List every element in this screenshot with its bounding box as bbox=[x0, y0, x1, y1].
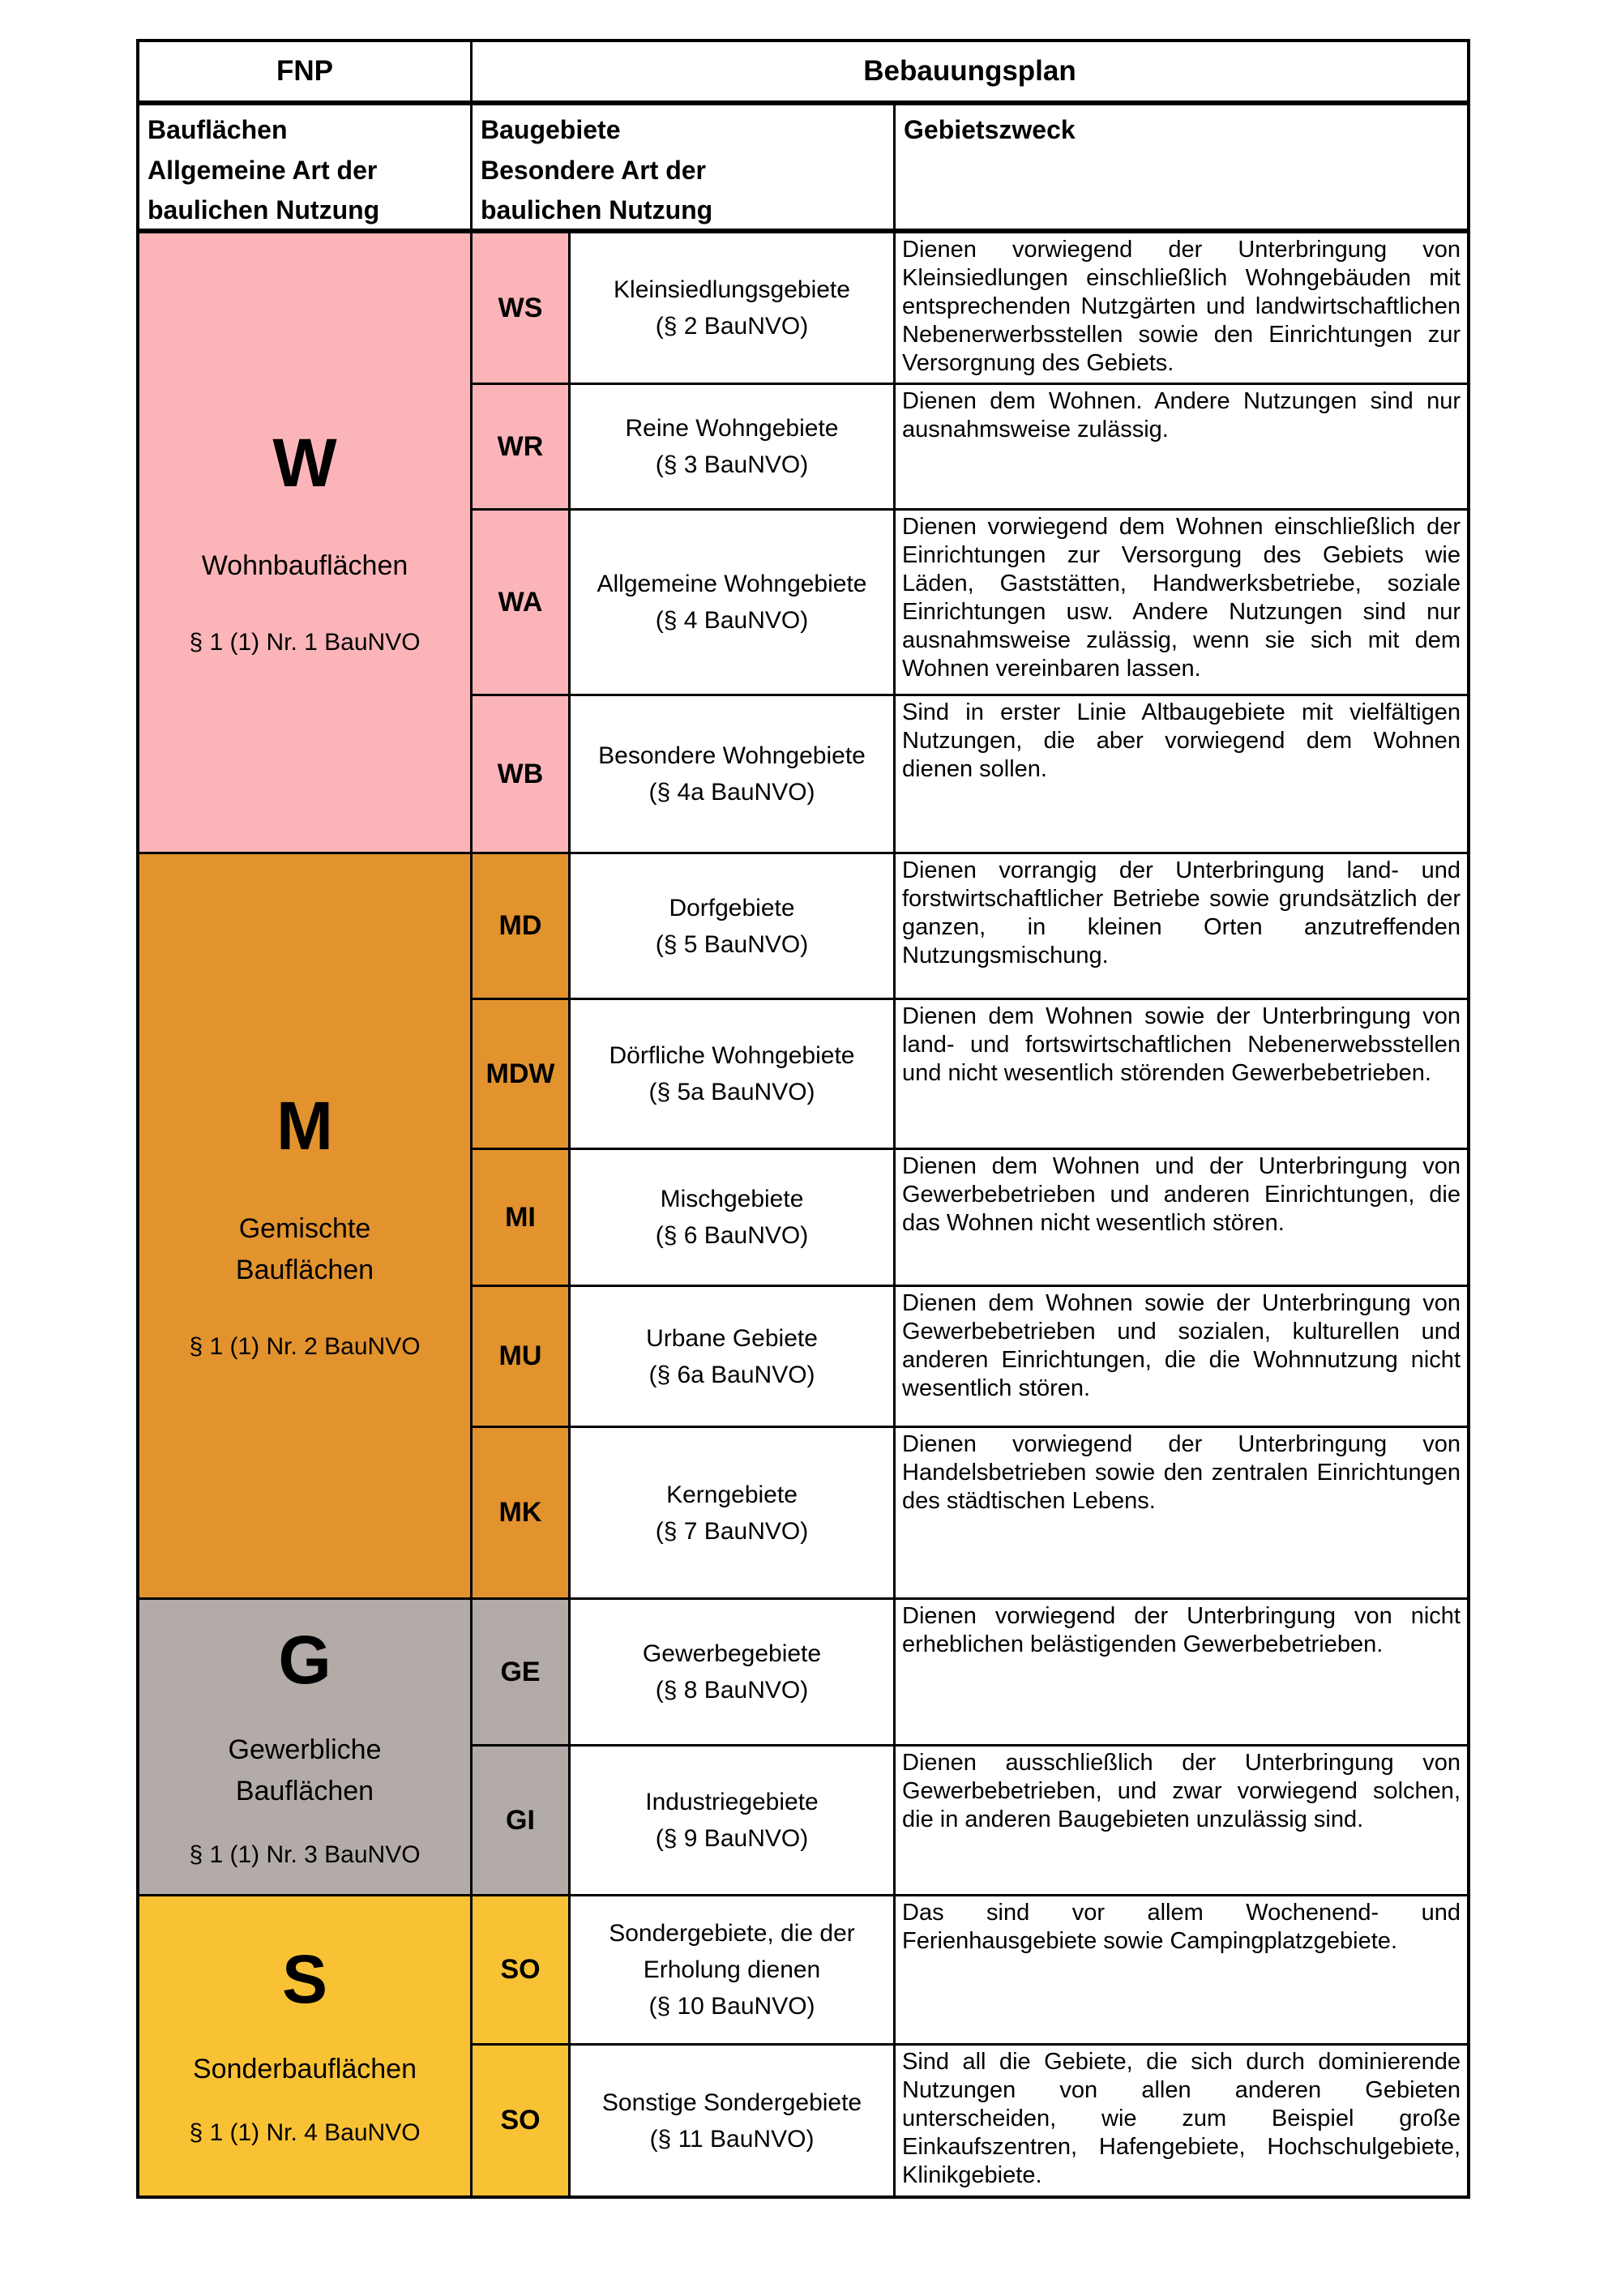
name-ref-gi: (§ 9 BauNVO) bbox=[655, 1825, 809, 1852]
name-cell-mi: Mischgebiete (§ 6 BauNVO) bbox=[571, 1150, 896, 1287]
section-w-cell: W Wohnbauflächen § 1 (1) Nr. 1 BauNVO bbox=[139, 233, 473, 854]
code-cell-ge: GE bbox=[473, 1600, 571, 1747]
section-g-cell: G Gewerbliche Bauflächen § 1 (1) Nr. 3 B… bbox=[139, 1600, 473, 1896]
purpose-cell-mu: Dienen dem Wohnen sowie der Unterbringun… bbox=[896, 1287, 1467, 1428]
name-cell-so-erholung: Sondergebiete, die der Erholung dienen (… bbox=[571, 1896, 896, 2046]
purpose-cell-md: Dienen vorrangig der Unterbringung land-… bbox=[896, 854, 1467, 1000]
header-col-bauflaechen: Bauflächen Allgemeine Art der baulichen … bbox=[139, 105, 473, 233]
header-bebauungsplan: Bebauungsplan bbox=[473, 42, 1467, 105]
section-g-law: § 1 (1) Nr. 3 BauNVO bbox=[189, 1841, 421, 1868]
purpose-cell-wa: Dienen vorwiegend dem Wohnen einschließl… bbox=[896, 511, 1467, 696]
code-cell-so-sonstige: SO bbox=[473, 2046, 571, 2196]
section-s-cell: S Sonderbauflächen § 1 (1) Nr. 4 BauNVO bbox=[139, 1896, 473, 2196]
name-ref-wr: (§ 3 BauNVO) bbox=[655, 451, 809, 478]
name-title-mk: Kerngebiete bbox=[666, 1481, 798, 1508]
name-title-ws: Kleinsiedlungsgebiete bbox=[614, 276, 850, 303]
code-cell-md: MD bbox=[473, 854, 571, 1000]
section-m-label: Gemischte Bauflächen bbox=[235, 1212, 374, 1285]
section-g-label: Gewerbliche Bauflächen bbox=[228, 1734, 382, 1806]
code-cell-wr: WR bbox=[473, 385, 571, 511]
name-ref-so-erholung: (§ 10 BauNVO) bbox=[648, 1993, 815, 2020]
purpose-cell-wr: Dienen dem Wohnen. Andere Nutzungen sind… bbox=[896, 385, 1467, 511]
code-cell-mdw: MDW bbox=[473, 1000, 571, 1150]
name-cell-ws: Kleinsiedlungsgebiete (§ 2 BauNVO) bbox=[571, 233, 896, 385]
name-ref-ge: (§ 8 BauNVO) bbox=[655, 1677, 809, 1704]
name-cell-md: Dorfgebiete (§ 5 BauNVO) bbox=[571, 854, 896, 1000]
header-col-gebietszweck: Gebietszweck bbox=[896, 105, 1467, 233]
name-title-gi: Industriegebiete bbox=[645, 1789, 819, 1815]
name-title-so-sonstige: Sonstige Sondergebiete bbox=[601, 2089, 862, 2116]
section-g-letter: G bbox=[278, 1621, 331, 1698]
name-title-wa: Allgemeine Wohngebiete bbox=[597, 571, 867, 597]
purpose-cell-wb: Sind in erster Linie Altbaugebiete mit v… bbox=[896, 696, 1467, 854]
section-s-label: Sonderbauflächen bbox=[192, 2054, 417, 2084]
purpose-cell-ge: Dienen vorwiegend der Unterbringung von … bbox=[896, 1600, 1467, 1747]
name-cell-wb: Besondere Wohngebiete (§ 4a BauNVO) bbox=[571, 696, 896, 854]
name-ref-so-sonstige: (§ 11 BauNVO) bbox=[649, 2125, 815, 2153]
name-ref-wb: (§ 4a BauNVO) bbox=[648, 779, 815, 806]
header-col-baugebiete: Baugebiete Besondere Art der baulichen N… bbox=[473, 105, 896, 233]
name-cell-mdw: Dörfliche Wohngebiete (§ 5a BauNVO) bbox=[571, 1000, 896, 1150]
section-m-letter: M bbox=[276, 1087, 333, 1164]
name-ref-mi: (§ 6 BauNVO) bbox=[655, 1222, 809, 1249]
section-s-letter: S bbox=[281, 1941, 328, 2017]
name-title-ge: Gewerbegebiete bbox=[642, 1640, 822, 1667]
name-cell-mk: Kerngebiete (§ 7 BauNVO) bbox=[571, 1428, 896, 1600]
name-ref-mdw: (§ 5a BauNVO) bbox=[648, 1079, 815, 1105]
name-cell-mu: Urbane Gebiete (§ 6a BauNVO) bbox=[571, 1287, 896, 1428]
name-title-mu: Urbane Gebiete bbox=[646, 1324, 818, 1352]
name-ref-mk: (§ 7 BauNVO) bbox=[655, 1517, 809, 1545]
purpose-cell-so-sonstige: Sind all die Gebiete, die sich durch dom… bbox=[902, 2049, 1461, 2189]
section-w-label: Wohnbauflächen bbox=[201, 550, 408, 581]
header-fnp: FNP bbox=[139, 42, 473, 105]
code-cell-wb: WB bbox=[473, 696, 571, 854]
name-cell-so-sonstige: Sonstige Sondergebiete (§ 11 BauNVO) bbox=[571, 2046, 896, 2196]
code-cell-ws: WS bbox=[473, 233, 571, 385]
purpose-cell-so-erholung: Das sind vor allem Wochenend- und Ferien… bbox=[896, 1896, 1467, 2046]
name-title-md: Dorfgebiete bbox=[669, 894, 795, 921]
code-cell-so-erholung: SO bbox=[473, 1896, 571, 2046]
code-cell-mk: MK bbox=[473, 1428, 571, 1600]
name-ref-md: (§ 5 BauNVO) bbox=[655, 930, 809, 958]
name-title-mi: Mischgebiete bbox=[660, 1186, 804, 1212]
name-ref-mu: (§ 6a BauNVO) bbox=[648, 1361, 815, 1388]
name-cell-ge: Gewerbegebiete (§ 8 BauNVO) bbox=[571, 1600, 896, 1747]
purpose-cell-gi: Dienen ausschließlich der Unterbringung … bbox=[896, 1747, 1467, 1896]
section-m-cell: M Gemischte Bauflächen § 1 (1) Nr. 2 Bau… bbox=[139, 854, 473, 1600]
code-cell-mi: MI bbox=[473, 1150, 571, 1287]
purpose-cell-mi: Dienen dem Wohnen und der Unterbringung … bbox=[896, 1150, 1467, 1287]
purpose-cell-mdw: Dienen dem Wohnen sowie der Unterbringun… bbox=[896, 1000, 1467, 1150]
section-w-letter: W bbox=[272, 425, 337, 501]
name-title-wb: Besondere Wohngebiete bbox=[598, 742, 866, 769]
section-m-law: § 1 (1) Nr. 2 BauNVO bbox=[189, 1332, 421, 1360]
name-ref-ws: (§ 2 BauNVO) bbox=[655, 313, 809, 340]
section-s-law: § 1 (1) Nr. 4 BauNVO bbox=[189, 2119, 421, 2146]
name-title-so-erholung: Sondergebiete, die der Erholung dienen bbox=[609, 1920, 855, 1983]
code-cell-mu: MU bbox=[473, 1287, 571, 1428]
code-cell-gi: GI bbox=[473, 1747, 571, 1896]
name-ref-wa: (§ 4 BauNVO) bbox=[655, 607, 809, 634]
name-cell-wr: Reine Wohngebiete (§ 3 BauNVO) bbox=[571, 385, 896, 511]
purpose-cell-mk: Dienen vorwiegend der Unterbringung von … bbox=[896, 1428, 1467, 1600]
land-use-legend-table: FNP Bebauungsplan Bauflächen Allgemeine … bbox=[136, 39, 1470, 2199]
code-cell-wa: WA bbox=[473, 511, 571, 696]
name-title-mdw: Dörfliche Wohngebiete bbox=[609, 1042, 855, 1069]
name-cell-gi: Industriegebiete (§ 9 BauNVO) bbox=[571, 1747, 896, 1896]
section-w-law: § 1 (1) Nr. 1 BauNVO bbox=[189, 629, 421, 656]
purpose-cell-ws: Dienen vorwiegend der Unterbringung von … bbox=[896, 233, 1467, 385]
name-cell-wa: Allgemeine Wohngebiete (§ 4 BauNVO) bbox=[571, 511, 896, 696]
name-title-wr: Reine Wohngebiete bbox=[625, 415, 839, 442]
